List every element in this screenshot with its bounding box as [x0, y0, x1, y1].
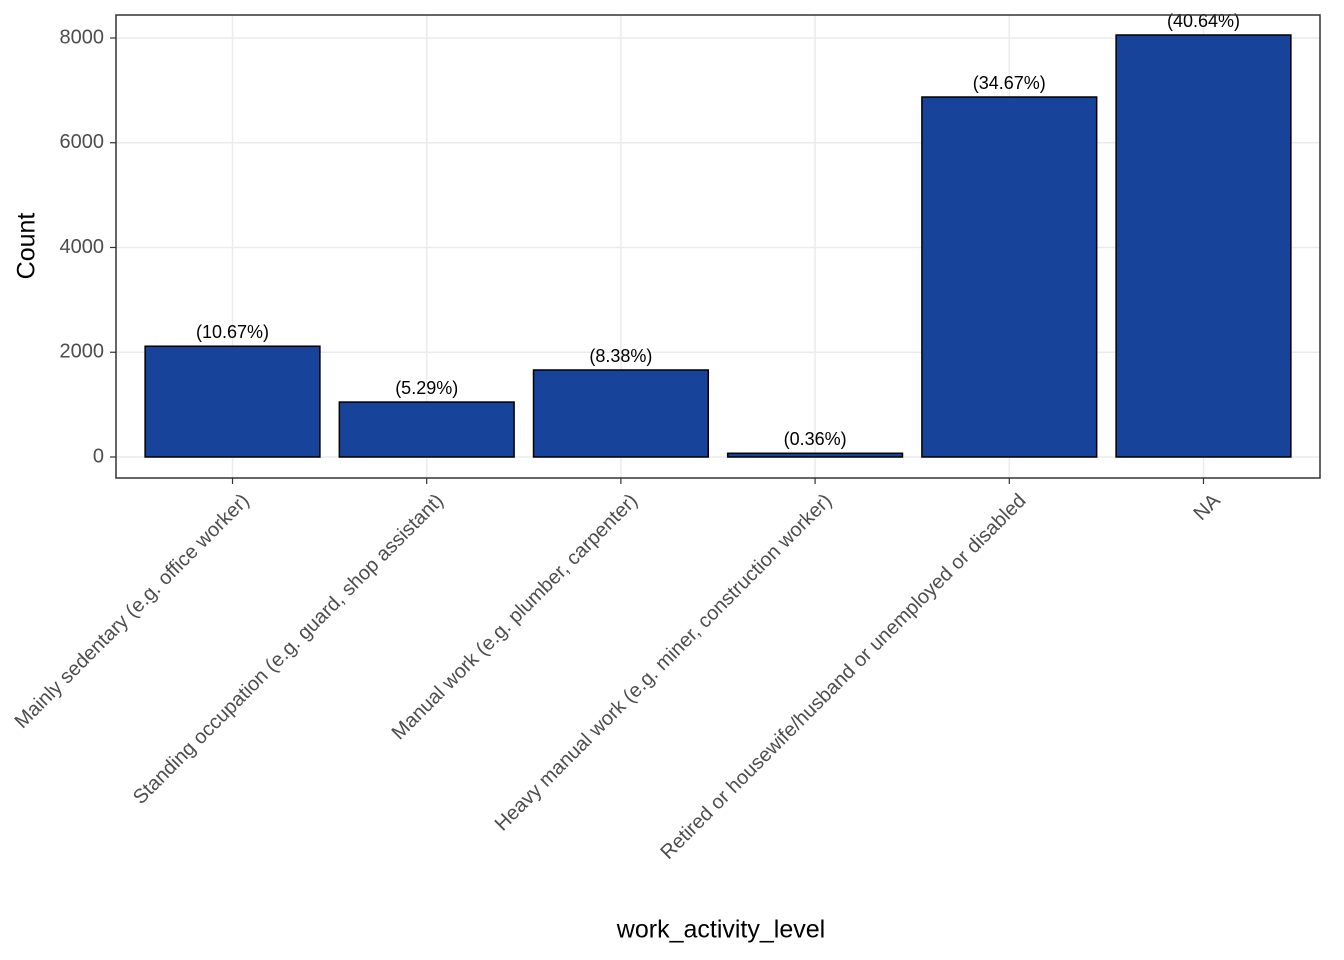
bar	[921, 96, 1098, 458]
x-axis-title: work_activity_level	[616, 916, 825, 944]
bar-label: (5.29%)	[395, 378, 458, 398]
bar	[338, 401, 515, 458]
bar	[1115, 34, 1292, 458]
bar-label: (34.67%)	[973, 73, 1046, 93]
y-tick-label: 6000	[60, 131, 105, 153]
bar	[144, 345, 321, 458]
y-tick-label: 0	[93, 445, 104, 467]
y-tick-label: 8000	[60, 26, 105, 48]
bar	[726, 452, 904, 458]
bar-label: (10.67%)	[196, 322, 269, 342]
bar-label: (40.64%)	[1167, 11, 1240, 31]
y-axis-title: Count	[13, 213, 41, 280]
y-tick-label: 4000	[60, 236, 105, 258]
bar-label: (8.38%)	[589, 346, 652, 366]
plot-border	[115, 14, 1321, 479]
bar	[532, 369, 710, 458]
y-tick-label: 2000	[60, 341, 105, 363]
bar-label: (0.36%)	[784, 429, 847, 449]
